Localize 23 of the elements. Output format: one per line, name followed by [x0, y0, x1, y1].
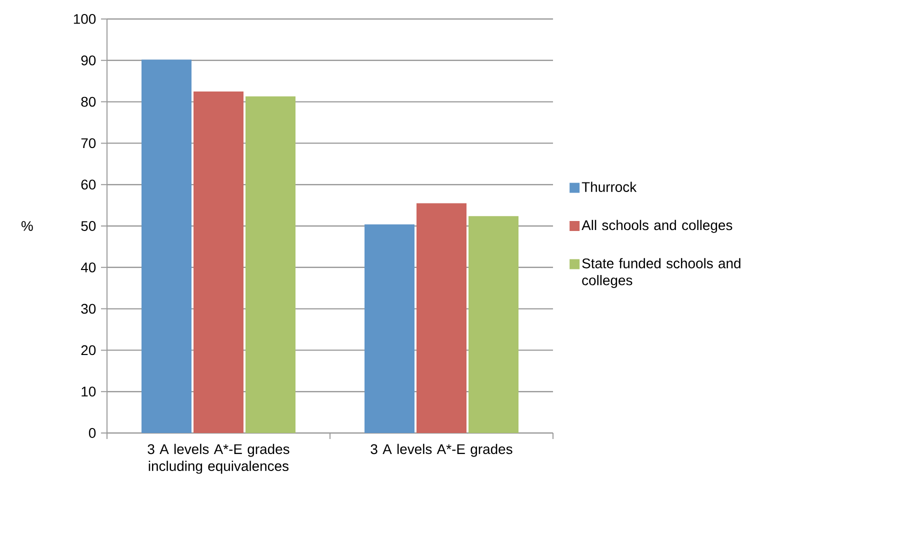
bar: [416, 203, 467, 433]
y-axis-title: %: [21, 221, 33, 231]
y-tick-label: 90: [81, 55, 96, 66]
bar: [364, 224, 415, 433]
bar: [142, 60, 192, 433]
y-tick-label: 100: [74, 14, 96, 24]
y-tick-label: 0: [88, 428, 96, 438]
y-tick-label: 20: [81, 345, 96, 356]
legend-label: All schools and colleges: [582, 220, 732, 233]
y-tick-label: 80: [81, 96, 96, 107]
bar: [468, 216, 518, 433]
y-tick-label: 50: [81, 221, 96, 231]
x-tick-label: 3 A levels A*-E grades: [370, 444, 512, 457]
y-tick-label: 60: [81, 180, 96, 190]
y-tick-label: 40: [80, 262, 96, 272]
bar: [194, 91, 244, 433]
legend-label: State funded schools and colleges: [582, 258, 740, 288]
bar: [245, 96, 296, 433]
y-tick-label: 30: [81, 304, 96, 314]
legend-label: Thurrock: [582, 182, 637, 192]
y-tick-label: 70: [81, 138, 96, 148]
x-tick-label: 3 A levels A*-E grades including equivalences: [148, 444, 290, 474]
y-tick-label: 10: [82, 386, 96, 397]
